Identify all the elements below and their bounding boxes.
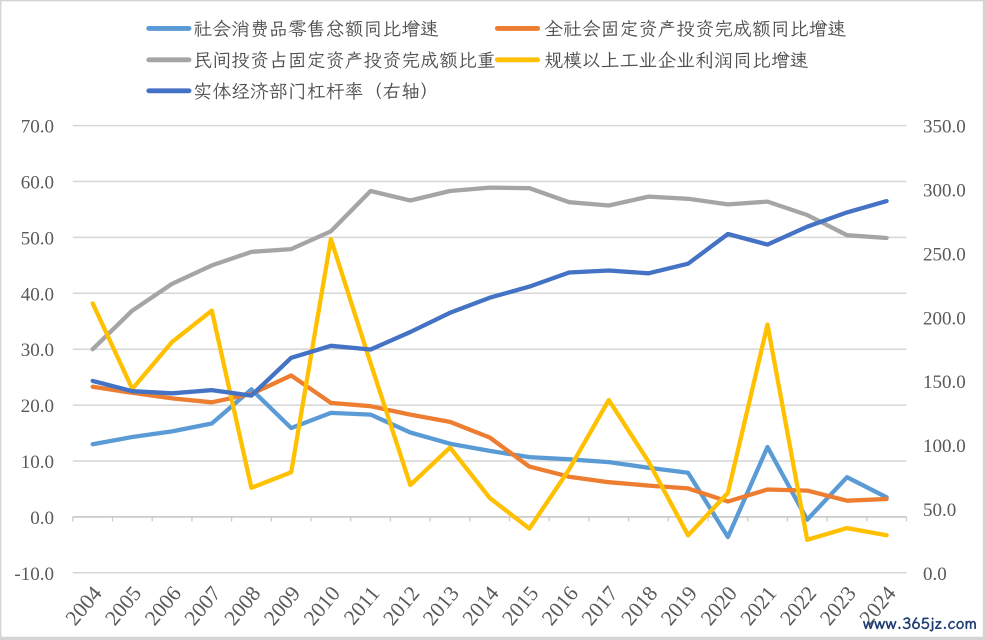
svg-text:10.0: 10.0 <box>21 452 54 473</box>
svg-text:50.0: 50.0 <box>21 228 54 249</box>
svg-text:0.0: 0.0 <box>30 508 54 529</box>
svg-text:350.0: 350.0 <box>923 117 966 138</box>
svg-text:60.0: 60.0 <box>21 173 54 194</box>
svg-text:100.0: 100.0 <box>923 436 966 457</box>
svg-text:70.0: 70.0 <box>21 117 54 138</box>
svg-text:150.0: 150.0 <box>923 372 966 393</box>
svg-text:300.0: 300.0 <box>923 181 966 202</box>
svg-text:50.0: 50.0 <box>923 500 956 521</box>
svg-text:-10.0: -10.0 <box>14 564 54 585</box>
svg-text:200.0: 200.0 <box>923 308 966 329</box>
svg-text:0.0: 0.0 <box>923 564 947 585</box>
svg-text:250.0: 250.0 <box>923 244 966 265</box>
svg-text:20.0: 20.0 <box>21 396 54 417</box>
svg-text:30.0: 30.0 <box>21 340 54 361</box>
svg-text:40.0: 40.0 <box>21 284 54 305</box>
